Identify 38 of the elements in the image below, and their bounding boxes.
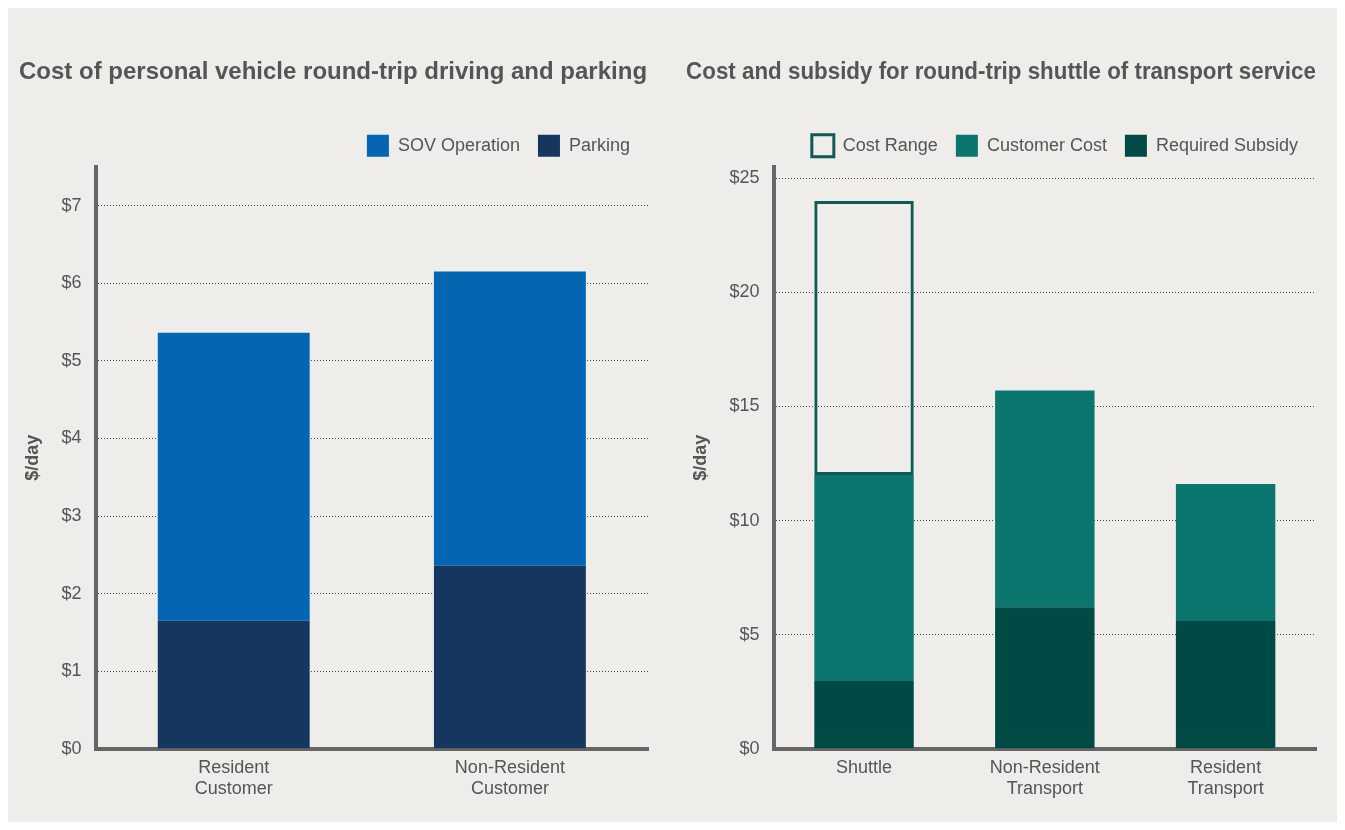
y-axis-title: $/day [689,434,710,481]
legend-label: Parking [568,134,630,155]
bar [814,680,914,749]
bar [814,474,914,681]
chart-title: Cost of personal vehicle round-trip driving and parking [18,57,648,85]
x-tick-label: Non-Resident Transport [989,756,1100,799]
bar [157,332,310,621]
y-tick-label: $5 [739,623,760,644]
legend-label: Required Subsidy [1155,134,1299,155]
chart-title: Cost and subsidy for round-trip shuttle of transport service [686,57,1316,85]
bar [995,607,1095,749]
bar [433,565,586,749]
y-tick-label: $0 [61,737,82,758]
bar [995,390,1095,608]
x-tick-label: Resident Transport [1187,756,1264,799]
x-tick-label: Shuttle [836,756,893,777]
y-tick-label: $7 [61,194,82,215]
y-tick-label: $5 [61,349,82,370]
y-axis-title: $/day [21,434,42,481]
bar [433,271,586,566]
y-tick-label: $4 [61,427,82,448]
y-tick-label: $0 [739,737,760,758]
y-tick-label: $20 [729,281,760,302]
bar [1175,484,1276,621]
bar [157,620,310,749]
y-tick-label: $15 [729,395,760,416]
legend-label: Cost Range [842,134,938,155]
bar [1175,620,1276,749]
y-tick-label: $6 [61,272,82,293]
y-tick-label: $3 [61,504,82,525]
y-tick-label: $10 [729,509,760,530]
x-tick-label: Non-Resident Customer [454,756,565,799]
y-tick-label: $1 [61,660,82,681]
y-tick-label: $25 [729,167,760,188]
x-tick-label: Resident Customer [194,756,273,799]
y-tick-label: $2 [61,582,82,603]
legend-label: Customer Cost [986,134,1107,155]
legend-label: SOV Operation [397,134,520,155]
